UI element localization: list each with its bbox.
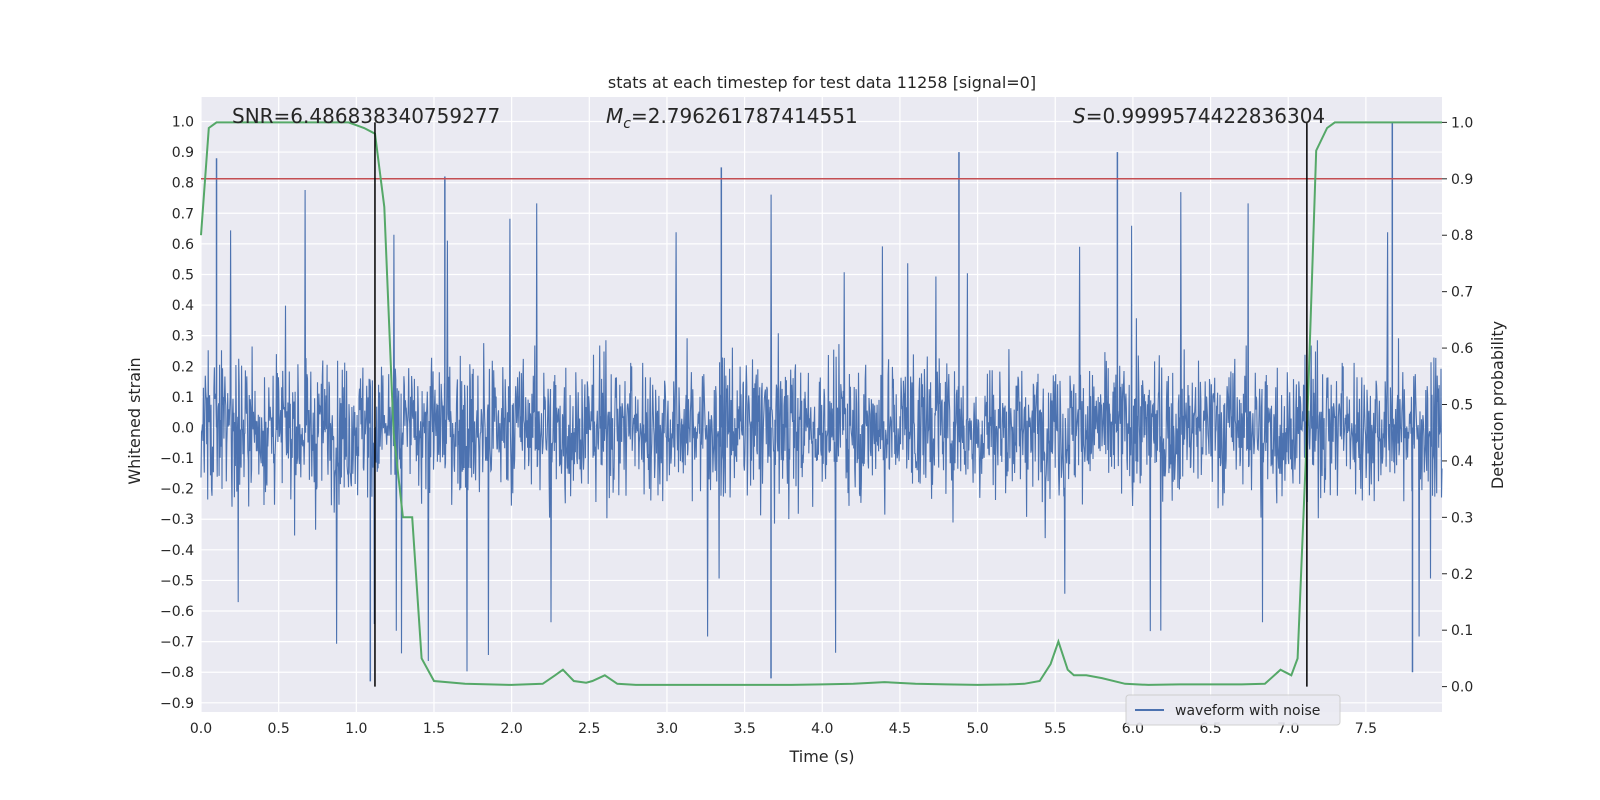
snr-annotation: SNR=6.486838340759277 <box>232 104 500 128</box>
chirp-mass-symbol: M <box>606 104 623 128</box>
y2-axis-ticks: 1.0 0.9 0.8 0.7 0.6 0.5 0.4 0.3 0.2 0.1 0.0 <box>1442 115 1473 696</box>
y-tick-label: −0.6 <box>160 604 194 620</box>
x-tick-label: 5.5 <box>1044 721 1066 737</box>
y-axis-ticks: 1.0 0.9 0.8 0.7 0.6 0.5 0.4 0.3 0.2 0.1 0.0 −0.1 −0.… <box>160 114 194 711</box>
y-tick-label: 0.9 <box>172 145 194 161</box>
probability-line <box>200 121 1442 686</box>
y2-tick-label: 0.6 <box>1451 341 1473 357</box>
y-tick-label: −0.3 <box>160 512 194 528</box>
y-tick-label: −0.5 <box>160 573 194 589</box>
probability-series <box>200 121 1442 686</box>
y-tick-label: −0.2 <box>160 482 194 498</box>
waveform-series <box>200 121 1443 682</box>
significance-value: =0.9999574422836304 <box>1086 104 1325 128</box>
y-tick-label: −0.8 <box>160 665 194 681</box>
y-tick-label: −0.1 <box>160 451 194 467</box>
y-tick-label: 0.6 <box>172 237 194 253</box>
chirp-mass-subscript: c <box>623 116 631 132</box>
x-tick-label: 4.0 <box>811 721 833 737</box>
marker-lines <box>374 122 1308 687</box>
x-axis-label: Time (s) <box>788 747 854 766</box>
waveform-line <box>200 189 1443 672</box>
y-tick-label: 0.4 <box>172 298 194 314</box>
y2-tick-label: 0.8 <box>1451 228 1473 244</box>
chirp-mass-value: =2.796261787414551 <box>631 104 858 128</box>
significance-symbol: S <box>1073 104 1086 128</box>
y2-tick-label: 0.3 <box>1451 510 1473 526</box>
y2-tick-label: 0.0 <box>1451 680 1473 696</box>
y-tick-label: 0.0 <box>172 420 194 436</box>
y-tick-label: 0.7 <box>172 206 194 222</box>
y2-axis-label: Detection probability <box>1488 321 1507 489</box>
x-tick-label: 7.5 <box>1355 721 1377 737</box>
chirp-mass-annotation: Mc=2.796261787414551 <box>606 104 858 132</box>
chart-title: stats at each timestep for test data 112… <box>608 73 1036 92</box>
y2-tick-label: 1.0 <box>1451 115 1473 131</box>
y-tick-label: 0.5 <box>172 267 194 283</box>
significance-annotation: S=0.9999574422836304 <box>1073 104 1325 128</box>
y2-tick-label: 0.1 <box>1451 623 1473 639</box>
y-axis-label: Whitened strain <box>125 357 144 484</box>
x-tick-label: 3.5 <box>733 721 755 737</box>
x-tick-label: 2.0 <box>501 721 523 737</box>
y-tick-label: 1.0 <box>172 114 194 130</box>
y-tick-label: −0.4 <box>160 543 194 559</box>
x-tick-label: 5.0 <box>966 721 988 737</box>
x-tick-label: 1.5 <box>423 721 445 737</box>
legend-box <box>1125 694 1341 726</box>
legend: waveform with noise <box>1125 694 1341 726</box>
y2-tick-label: 0.9 <box>1451 172 1473 188</box>
y-tick-label: −0.9 <box>160 696 194 712</box>
legend-label: waveform with noise <box>1175 703 1320 719</box>
y2-tick-label: 0.2 <box>1451 567 1473 583</box>
y2-tick-label: 0.7 <box>1451 285 1473 301</box>
x-tick-label: 0.0 <box>190 721 212 737</box>
x-tick-label: 1.0 <box>345 721 367 737</box>
x-tick-label: 4.5 <box>889 721 911 737</box>
x-tick-label: 0.5 <box>268 721 290 737</box>
y-tick-label: 0.3 <box>172 329 194 345</box>
y2-tick-label: 0.4 <box>1451 454 1473 470</box>
y2-tick-label: 0.5 <box>1451 398 1473 414</box>
x-tick-label: 3.0 <box>656 721 678 737</box>
x-tick-label: 2.5 <box>578 721 600 737</box>
y-tick-label: 0.2 <box>172 359 194 375</box>
y-tick-label: 0.1 <box>172 390 194 406</box>
y-tick-label: −0.7 <box>160 635 194 651</box>
y-tick-label: 0.8 <box>172 176 194 192</box>
